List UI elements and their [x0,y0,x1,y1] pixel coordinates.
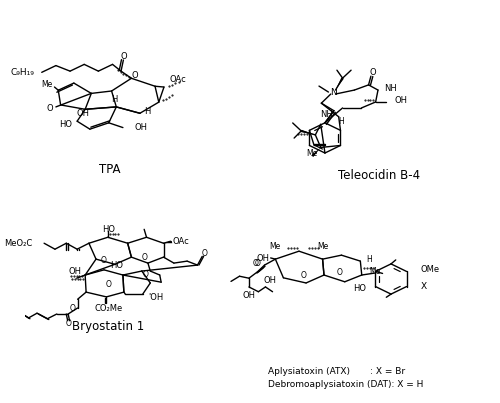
Text: O: O [106,280,112,289]
Text: O: O [202,249,207,258]
Text: OAc: OAc [169,75,186,83]
Text: OAc: OAc [173,237,190,246]
Text: Aplysiatoxin (ATX)       : X = Br: Aplysiatoxin (ATX) : X = Br [268,367,406,376]
Text: OMe: OMe [421,264,440,274]
Text: OH: OH [76,109,90,118]
Text: Debromoaplysiatoxin (DAT): X = H: Debromoaplysiatoxin (DAT): X = H [268,380,424,389]
Text: OH: OH [242,291,256,300]
Text: H: H [366,255,372,264]
Text: MeO₂C: MeO₂C [4,239,32,248]
Text: OH: OH [264,276,276,285]
Text: O: O [370,69,376,77]
Text: C₉H₁₉: C₉H₁₉ [11,68,34,77]
Polygon shape [164,241,172,243]
Text: O: O [66,319,71,328]
Text: O: O [120,52,126,60]
Text: O: O [301,270,306,280]
Text: O: O [47,104,54,113]
Text: O: O [254,260,260,268]
Text: TPA: TPA [100,163,121,176]
Text: Me: Me [369,266,380,276]
Text: N: N [330,87,336,97]
Text: OH: OH [68,267,82,276]
Polygon shape [336,78,344,90]
Text: Me: Me [269,241,280,251]
Text: OH: OH [394,96,407,105]
Text: X: X [421,282,427,291]
Text: Bryostatin 1: Bryostatin 1 [72,320,144,333]
Text: CO₂Me: CO₂Me [94,303,123,312]
Text: O: O [70,304,76,313]
Text: H: H [338,117,344,126]
Text: HO: HO [60,120,72,129]
Text: HO: HO [110,262,122,270]
Text: Me: Me [42,80,52,89]
Text: Me: Me [317,241,328,251]
Text: O: O [132,71,138,80]
Text: 'OH: 'OH [148,293,164,302]
Text: H: H [111,95,117,104]
Text: NH: NH [384,84,396,93]
Polygon shape [311,147,320,157]
Text: Teleocidin B-4: Teleocidin B-4 [338,169,420,182]
Text: OH: OH [256,254,270,263]
Text: O: O [337,268,343,277]
Text: OH: OH [134,123,147,132]
Text: O: O [252,260,258,268]
Text: Me: Me [306,149,318,158]
Text: HO: HO [353,285,366,293]
Text: O: O [142,253,148,262]
Text: O: O [100,256,106,265]
Text: H: H [144,107,150,116]
Polygon shape [301,130,316,135]
Text: HO: HO [102,225,116,234]
Text: O: O [142,270,148,279]
Text: NH: NH [320,110,333,119]
